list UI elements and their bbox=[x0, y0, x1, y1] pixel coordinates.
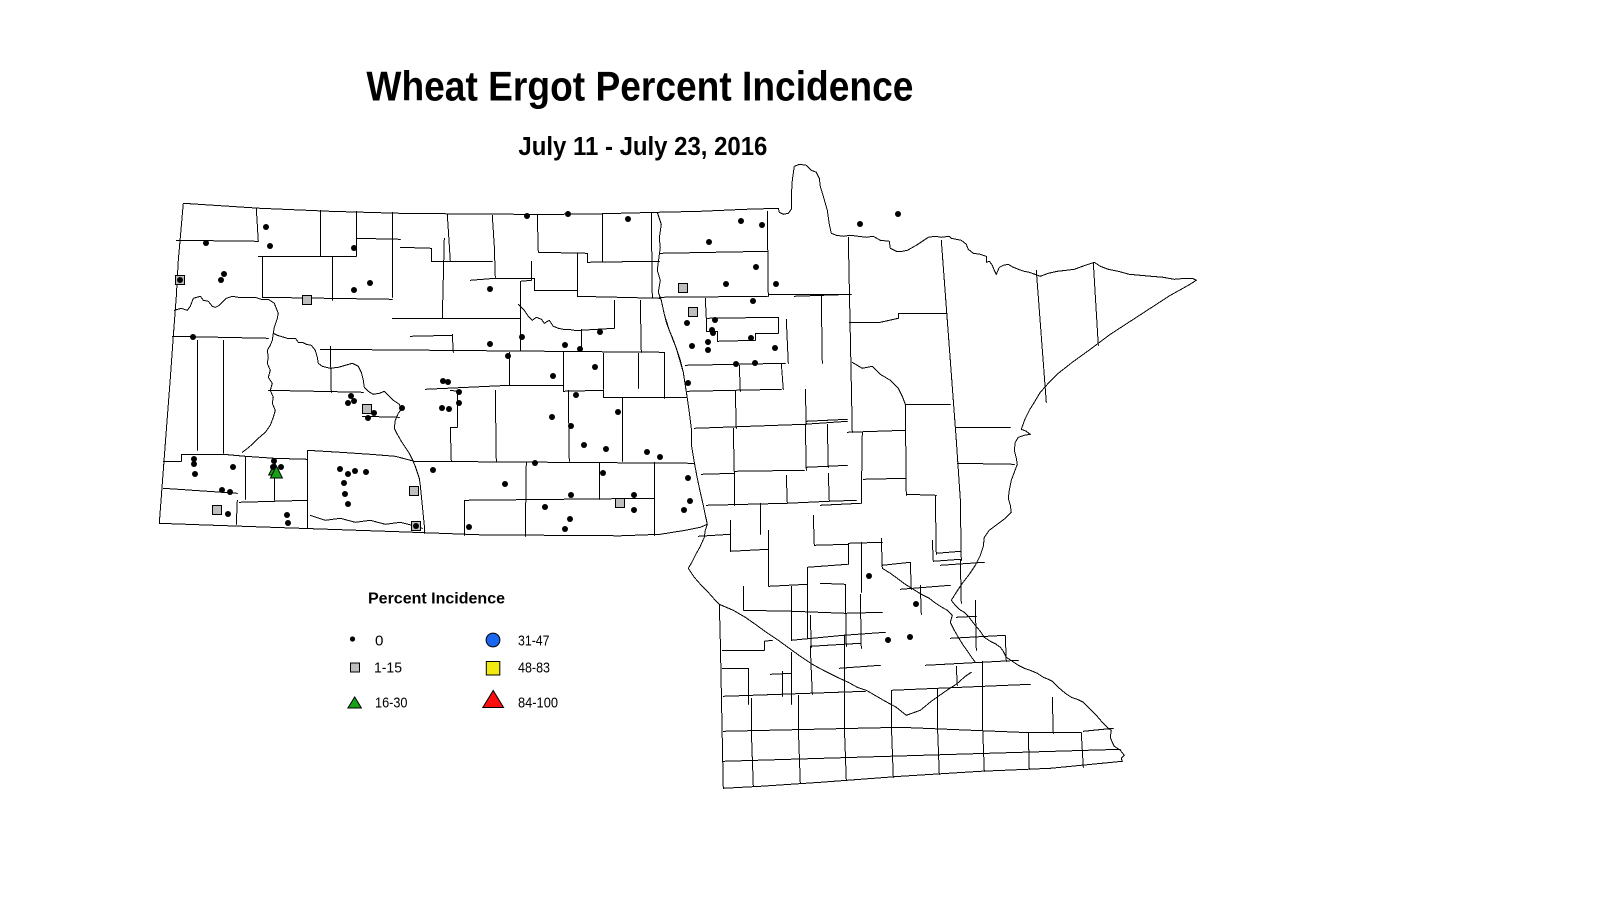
svg-text:16-30: 16-30 bbox=[375, 695, 408, 712]
svg-text:Percent Incidence: Percent Incidence bbox=[368, 591, 505, 608]
svg-text:July 11 - July 23, 2016: July 11 - July 23, 2016 bbox=[518, 133, 767, 161]
svg-text:1-15: 1-15 bbox=[374, 660, 402, 677]
svg-text:84-100: 84-100 bbox=[518, 695, 558, 712]
svg-text:48-83: 48-83 bbox=[518, 660, 550, 677]
svg-text:0: 0 bbox=[375, 633, 383, 650]
svg-text:31-47: 31-47 bbox=[518, 633, 550, 650]
svg-text:Wheat Ergot Percent Incidence: Wheat Ergot Percent Incidence bbox=[366, 63, 913, 110]
